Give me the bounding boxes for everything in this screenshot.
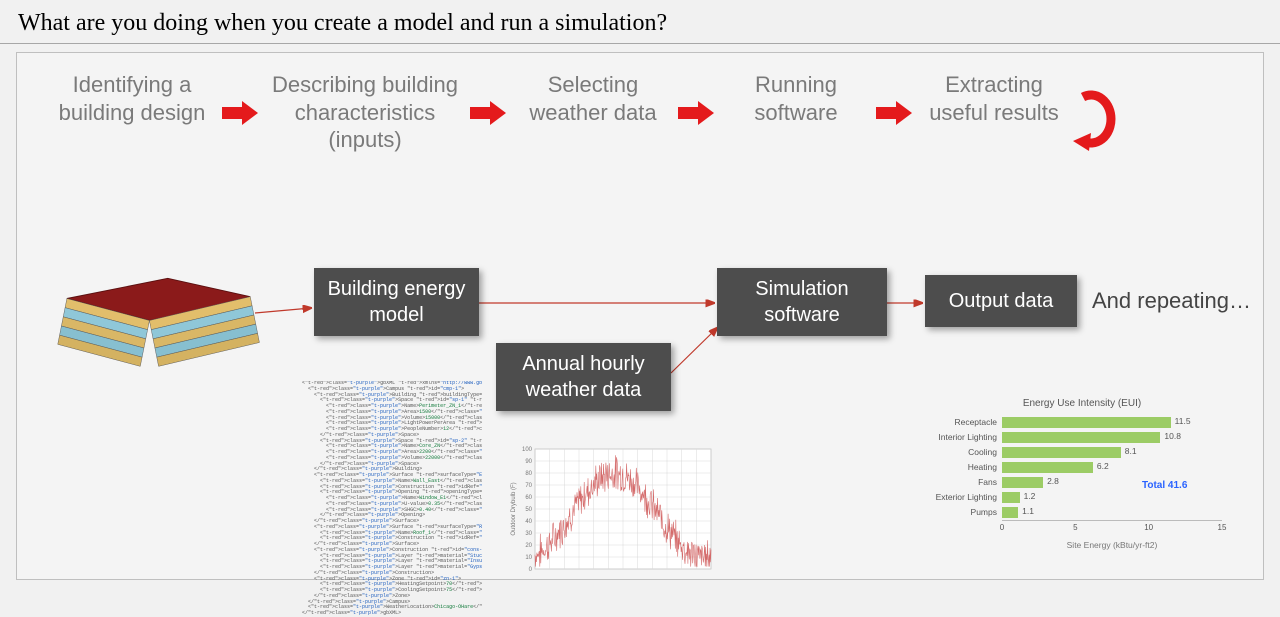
arrow-icon xyxy=(465,71,513,127)
step-extract: Extracting useful results xyxy=(919,71,1069,126)
eui-bar xyxy=(1002,492,1020,503)
eui-value: 10.8 xyxy=(1164,431,1181,441)
eui-bar xyxy=(1002,417,1171,428)
eui-tick: 15 xyxy=(1218,523,1227,532)
eui-total: Total 41.6 xyxy=(1142,480,1187,491)
svg-text:0: 0 xyxy=(529,567,533,573)
eui-category-label: Exterior Lighting xyxy=(922,492,1002,502)
repeat-label: And repeating… xyxy=(1092,288,1251,314)
eui-bar xyxy=(1002,477,1043,488)
eui-row: Pumps 1.1 xyxy=(922,505,1242,519)
svg-text:50: 50 xyxy=(525,507,532,513)
eui-category-label: Fans xyxy=(922,477,1002,487)
eui-row: Cooling 8.1 xyxy=(922,445,1242,459)
eui-value: 8.1 xyxy=(1125,446,1137,456)
svg-text:40: 40 xyxy=(525,519,532,525)
arrow-icon xyxy=(871,71,919,127)
eui-category-label: Heating xyxy=(922,462,1002,472)
eui-bar xyxy=(1002,507,1018,518)
eui-value: 1.2 xyxy=(1024,491,1036,501)
svg-text:80: 80 xyxy=(525,471,532,477)
eui-bar xyxy=(1002,462,1093,473)
eui-category-label: Receptacle xyxy=(922,417,1002,427)
arrow-icon xyxy=(673,71,721,127)
step-run: Running software xyxy=(721,71,871,126)
weather-chart: 0 10 20 30 40 50 60 70 80 90 100 Outdoor Drybulb (F… xyxy=(507,443,717,583)
eui-axis: 051015 xyxy=(1002,520,1222,544)
eui-value: 6.2 xyxy=(1097,461,1109,471)
diagram-frame: Identifying a building design Describing… xyxy=(16,52,1264,580)
step-weather: Selecting weather data xyxy=(513,71,673,126)
eui-row: Exterior Lighting 1.2 xyxy=(922,490,1242,504)
svg-text:Outdoor Drybulb (F): Outdoor Drybulb (F) xyxy=(511,482,517,535)
svg-text:20: 20 xyxy=(525,543,532,549)
eui-value: 11.5 xyxy=(1175,416,1191,426)
svg-text:90: 90 xyxy=(525,459,532,465)
svg-text:100: 100 xyxy=(522,447,533,453)
eui-chart: Energy Use Intensity (EUI) Receptacle 11… xyxy=(922,398,1242,558)
eui-value: 1.1 xyxy=(1022,506,1034,516)
step-identify: Identifying a building design xyxy=(47,71,217,126)
eui-tick: 0 xyxy=(1000,523,1004,532)
svg-text:70: 70 xyxy=(525,483,532,489)
xml-code-snippet: <"t-red">class="t-purple">gbXML "t-red">… xyxy=(302,381,482,617)
eui-category-label: Cooling xyxy=(922,447,1002,457)
eui-category-label: Interior Lighting xyxy=(922,432,1002,442)
loop-arrow-icon xyxy=(1069,71,1129,158)
svg-text:30: 30 xyxy=(525,531,532,537)
eui-row: Heating 6.2 xyxy=(922,460,1242,474)
page-title: What are you doing when you create a mod… xyxy=(0,0,1280,44)
svg-text:60: 60 xyxy=(525,495,532,501)
step-describe: Describing building characteristics (inp… xyxy=(265,71,465,154)
eui-value: 2.8 xyxy=(1047,476,1059,486)
box-simulation-software: Simulation software xyxy=(717,268,887,336)
box-weather-data: Annual hourly weather data xyxy=(496,343,671,411)
arrow-icon xyxy=(217,71,265,127)
step-row: Identifying a building design Describing… xyxy=(17,53,1263,158)
flow-layer: Building energy model Annual hourly weat… xyxy=(17,233,1263,573)
eui-tick: 5 xyxy=(1073,523,1077,532)
box-building-energy-model: Building energy model xyxy=(314,268,479,336)
eui-bar xyxy=(1002,432,1160,443)
eui-category-label: Pumps xyxy=(922,507,1002,517)
eui-bar xyxy=(1002,447,1121,458)
eui-row: Interior Lighting 10.8 xyxy=(922,430,1242,444)
eui-row: Fans 2.8 xyxy=(922,475,1242,489)
eui-title: Energy Use Intensity (EUI) xyxy=(922,398,1242,409)
svg-text:10: 10 xyxy=(525,555,532,561)
eui-row: Receptacle 11.5 xyxy=(922,415,1242,429)
eui-tick: 10 xyxy=(1144,523,1153,532)
box-output-data: Output data xyxy=(925,275,1077,327)
